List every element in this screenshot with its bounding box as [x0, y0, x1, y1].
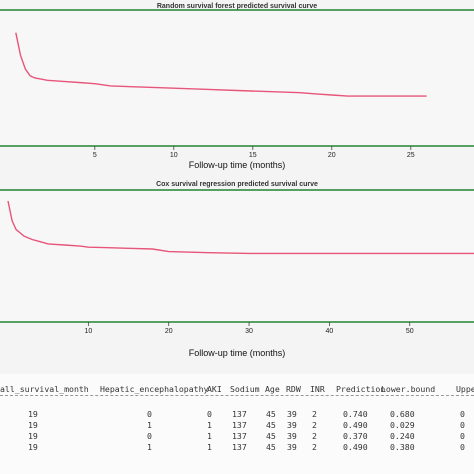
table-divider — [0, 395, 474, 396]
table-cell: Uppe — [456, 384, 474, 394]
table-cell: 1 — [147, 420, 152, 430]
table-cell: Lower.bound — [381, 384, 436, 394]
table-cell: 2 — [312, 420, 317, 430]
chart-1-xtick-label: 5 — [93, 152, 97, 159]
table-cell: 137 — [232, 409, 247, 419]
chart-2-title: Cox survival regression predicted surviv… — [156, 181, 318, 188]
table-cell: 1 — [207, 420, 212, 430]
chart-1-xtick-label: 25 — [407, 152, 415, 159]
table-cell: 39 — [287, 409, 297, 419]
table-cell: 2 — [312, 442, 317, 452]
chart-2-xtick-label: 30 — [245, 328, 253, 335]
table-cell: 0 — [207, 409, 212, 419]
table-cell: 45 — [266, 431, 276, 441]
table-cell: 0 — [147, 409, 152, 419]
table-cell: 39 — [287, 431, 297, 441]
table-cell: all_survival_month — [0, 384, 89, 394]
survival-charts: 5 10 15 20 25 10 20 30 40 50 — [0, 9, 474, 335]
chart-2-xtick-label: 50 — [406, 328, 414, 335]
table-cell: AKI — [207, 384, 222, 394]
table-cell: 0.240 — [390, 431, 415, 441]
table-cell: 1 — [207, 442, 212, 452]
table-cell: 137 — [232, 431, 247, 441]
chart-1-title: Random survival forest predicted surviva… — [156, 3, 318, 10]
chart-2-frame — [0, 189, 474, 323]
chart-1-xtick-label: 15 — [249, 152, 257, 159]
table-cell: Prediction — [336, 384, 386, 394]
table-cell: 0.380 — [390, 442, 415, 452]
table-cell: 0 — [460, 420, 465, 430]
chart-1: 5 10 15 20 25 — [0, 9, 474, 159]
table-cell: 19 — [28, 409, 38, 419]
table-cell: 19 — [28, 431, 38, 441]
table-cell: 0 — [460, 431, 465, 441]
table-cell: 0.370 — [343, 431, 368, 441]
table-cell: 1 — [147, 442, 152, 452]
table-cell: Age — [265, 384, 280, 394]
table-cell: 19 — [28, 442, 38, 452]
table-cell: INR — [310, 384, 325, 394]
chart-2-xtick-label: 10 — [84, 328, 92, 335]
table-cell: 0.490 — [343, 420, 368, 430]
table-cell: 2 — [312, 409, 317, 419]
chart-1-xtick-label: 20 — [328, 152, 336, 159]
table-row: 19 0 0 137 45 39 2 0.740 0.680 0 — [0, 409, 474, 420]
table-cell: 0.029 — [390, 420, 415, 430]
table-header-row: all_survival_month Hepatic_encephalopathy… — [0, 384, 474, 395]
table-cell: 45 — [266, 442, 276, 452]
chart-1-frame — [0, 9, 474, 147]
chart-2-survival-line — [7, 200, 474, 255]
table-row: 19 1 1 137 45 39 2 0.490 0.029 0 — [0, 420, 474, 431]
table-cell: 2 — [312, 431, 317, 441]
table-cell: 137 — [232, 442, 247, 452]
chart-2-xtick-label: 40 — [325, 328, 333, 335]
table-cell: 0 — [460, 409, 465, 419]
table-cell: RDW — [286, 384, 301, 394]
table-cell: 45 — [266, 409, 276, 419]
chart-2: 10 20 30 40 50 — [0, 189, 474, 335]
table-cell: 0.740 — [343, 409, 368, 419]
prediction-table: all_survival_month Hepatic_encephalopathy… — [0, 374, 474, 474]
table-cell: 137 — [232, 420, 247, 430]
table-cell: 19 — [28, 420, 38, 430]
chart-1-xlabel: Follow-up time (months) — [188, 160, 286, 170]
table-cell: 0 — [147, 431, 152, 441]
table-cell: 45 — [266, 420, 276, 430]
chart-1-xtick-label: 10 — [170, 152, 178, 159]
chart-2-xlabel: Follow-up time (months) — [188, 348, 286, 358]
table-row: 19 1 1 137 45 39 2 0.490 0.380 0 — [0, 442, 474, 453]
table-cell: 39 — [287, 442, 297, 452]
table-cell: 0.680 — [390, 409, 415, 419]
table-cell: Hepatic_encephalopathy — [100, 384, 209, 394]
table-row: 19 0 1 137 45 39 2 0.370 0.240 0 — [0, 431, 474, 442]
table-cell: 1 — [207, 431, 212, 441]
chart-2-xtick-label: 20 — [165, 328, 173, 335]
table-cell: 0 — [460, 442, 465, 452]
table-cell: 39 — [287, 420, 297, 430]
table-cell: 0.490 — [343, 442, 368, 452]
table-cell: Sodium — [230, 384, 260, 394]
chart-1-survival-line — [15, 32, 427, 97]
